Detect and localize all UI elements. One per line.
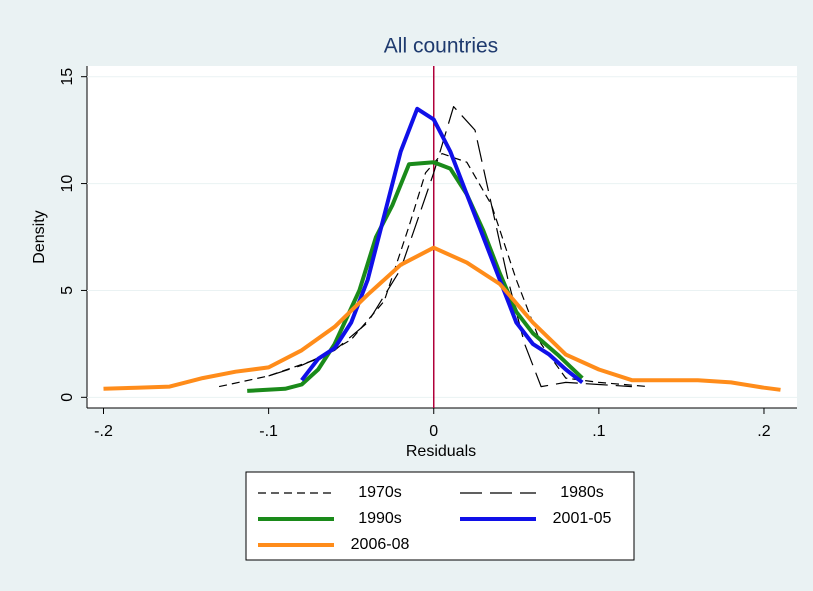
series-line: [103, 245, 781, 392]
series-line: [247, 160, 584, 393]
series-line: [300, 106, 584, 384]
x-axis-title: Residuals: [406, 443, 476, 460]
legend-label: 1990s: [358, 510, 402, 527]
y-tick-label: 0: [59, 393, 76, 402]
y-tick-label: 5: [59, 286, 76, 295]
legend-label: 1980s: [560, 484, 604, 501]
y-axis-title: Density: [31, 210, 48, 263]
y-tick-label: 10: [59, 175, 76, 193]
series-line: [268, 106, 632, 388]
x-tick-label: .2: [757, 423, 770, 440]
plot-area: [87, 66, 797, 408]
legend-label: 1970s: [358, 484, 402, 501]
y-tick-label: 15: [59, 68, 76, 86]
legend-label: 2001-05: [553, 510, 612, 527]
series-line: [218, 153, 649, 388]
x-tick-label: -.1: [259, 423, 278, 440]
chart-title: All countries: [384, 35, 498, 58]
x-tick-label: .1: [592, 423, 605, 440]
x-tick-label: -.2: [94, 423, 113, 440]
legend-label: 2006-08: [351, 536, 410, 553]
x-tick-label: 0: [429, 423, 438, 440]
